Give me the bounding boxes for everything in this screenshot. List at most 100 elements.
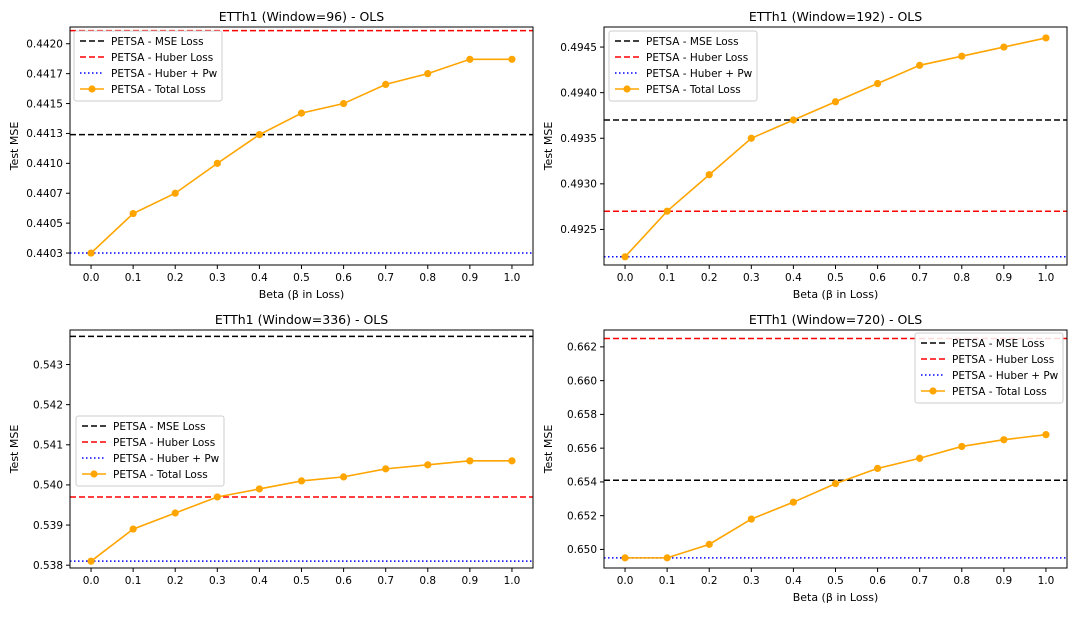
data-point: [958, 52, 966, 60]
y-axis-label: Test MSE: [542, 425, 555, 475]
x-tick-label: 0.7: [911, 272, 928, 284]
data-point: [297, 477, 306, 485]
legend: PETSA - MSE Loss PETSA - Huber Loss PETSA …: [914, 332, 1064, 404]
x-tick-label: 0.1: [659, 575, 676, 587]
x-tick-label: 0.8: [953, 575, 970, 587]
legend-label: PETSA - Total Loss: [111, 84, 206, 96]
x-tick-label: 0.1: [125, 272, 142, 284]
x-tick-label: 0.5: [827, 575, 844, 587]
x-tick-label: 0.9: [462, 575, 479, 587]
legend-label: PETSA - Huber + Pw: [113, 453, 220, 465]
y-tick-label: 0.4420: [26, 39, 63, 51]
legend-label: PETSA - MSE Loss: [646, 36, 739, 48]
legend-label: PETSA - Huber + Pw: [952, 370, 1059, 382]
data-point: [255, 131, 264, 139]
legend-label: PETSA - Huber + Pw: [646, 68, 753, 80]
x-tick-label: 1.0: [504, 272, 521, 284]
series-line-total: [625, 433, 1047, 559]
y-tick-label: 0.4925: [560, 224, 597, 236]
data-point: [129, 209, 137, 218]
legend-label: PETSA - MSE Loss: [952, 338, 1045, 350]
chart-title: ETTh1 (Window=720) - OLS: [749, 312, 922, 327]
data-point: [1042, 431, 1050, 439]
data-point: [339, 473, 348, 481]
y-tick-label: 0.654: [567, 477, 597, 489]
x-axis-label: Beta (β in Loss): [793, 591, 879, 604]
x-tick-label: 0.2: [167, 272, 184, 284]
data-point: [705, 171, 713, 179]
x-tick-label: 0.7: [377, 575, 394, 587]
x-tick-label: 0.8: [953, 272, 970, 284]
legend-label: PETSA - Total Loss: [952, 386, 1047, 398]
data-point: [789, 498, 798, 506]
data-point: [466, 457, 474, 465]
data-point: [424, 461, 432, 469]
y-tick-label: 0.538: [33, 560, 63, 572]
data-point: [831, 480, 840, 488]
data-point: [213, 159, 221, 167]
x-tick-label: 0.0: [617, 272, 634, 284]
legend-label: PETSA - Total Loss: [646, 84, 741, 96]
data-point: [171, 509, 179, 517]
x-tick-label: 0.3: [209, 272, 226, 284]
legend-marker: [929, 387, 937, 395]
legend-frame: [608, 30, 758, 102]
y-tick-label: 0.4930: [560, 179, 597, 191]
x-tick-label: 1.0: [1038, 272, 1055, 284]
x-tick-label: 0.4: [785, 575, 802, 587]
data-point: [424, 70, 432, 78]
y-tick-label: 0.4413: [26, 128, 63, 140]
x-tick-label: 0.7: [377, 272, 394, 284]
data-point: [621, 554, 629, 562]
x-tick-label: 0.1: [125, 575, 142, 587]
data-point: [621, 253, 629, 261]
x-tick-label: 0.9: [996, 272, 1013, 284]
chart-panel-3: ETTh1 (Window=336) - OLS 0.0 0.1 0.2 0.3 0.4 0…: [8, 312, 534, 587]
x-tick-label: 0.0: [83, 575, 100, 587]
x-tick-label: 1.0: [1038, 575, 1055, 587]
data-point: [297, 109, 306, 117]
x-tick-label: 0.5: [293, 272, 310, 284]
data-point: [466, 55, 474, 63]
data-point: [747, 134, 755, 142]
x-tick-label: 0.2: [167, 575, 184, 587]
data-point: [1042, 34, 1050, 42]
x-tick-label: 0.2: [701, 272, 718, 284]
legend-frame: [73, 30, 223, 102]
legend-label: PETSA - Huber Loss: [952, 354, 1054, 366]
legend: PETSA - MSE Loss PETSA - Huber Loss PETSA …: [608, 30, 758, 102]
x-tick-label: 0.7: [911, 575, 928, 587]
data-point: [382, 80, 390, 89]
data-point: [87, 557, 95, 565]
data-point: [1000, 436, 1008, 444]
chart-title: ETTh1 (Window=96) - OLS: [219, 9, 384, 24]
data-point: [171, 189, 179, 197]
data-point: [255, 485, 264, 493]
legend-label: PETSA - MSE Loss: [113, 421, 206, 433]
y-tick-label: 0.539: [33, 520, 63, 532]
x-tick-label: 0.5: [293, 575, 310, 587]
x-tick-label: 1.0: [504, 575, 521, 587]
x-axis-label: Beta (β in Loss): [793, 288, 879, 301]
legend-label: PETSA - MSE Loss: [111, 36, 204, 48]
data-point: [789, 116, 798, 124]
y-axis-label: Test MSE: [8, 425, 21, 475]
x-tick-label: 0.0: [83, 272, 100, 284]
y-tick-label: 0.650: [567, 544, 597, 556]
x-tick-label: 0.2: [701, 575, 718, 587]
data-point: [382, 465, 390, 473]
legend-marker: [90, 470, 98, 478]
legend-label: PETSA - Huber + Pw: [111, 68, 218, 80]
chart-panel-2: ETTh1 (Window=192) - OLS 0.0 0.1 0.2 0.3 0.4 0…: [542, 9, 1068, 301]
data-point: [1000, 43, 1008, 51]
y-axis-label: Test MSE: [542, 122, 555, 172]
y-tick-label: 0.4407: [26, 188, 63, 200]
x-tick-label: 0.0: [617, 575, 634, 587]
data-point: [916, 454, 924, 462]
x-tick-label: 0.1: [659, 272, 676, 284]
data-point: [958, 442, 966, 451]
x-tick-label: 0.6: [869, 575, 886, 587]
x-tick-label: 0.6: [335, 272, 352, 284]
x-tick-label: 0.6: [869, 272, 886, 284]
chart-title: ETTh1 (Window=192) - OLS: [749, 9, 922, 24]
